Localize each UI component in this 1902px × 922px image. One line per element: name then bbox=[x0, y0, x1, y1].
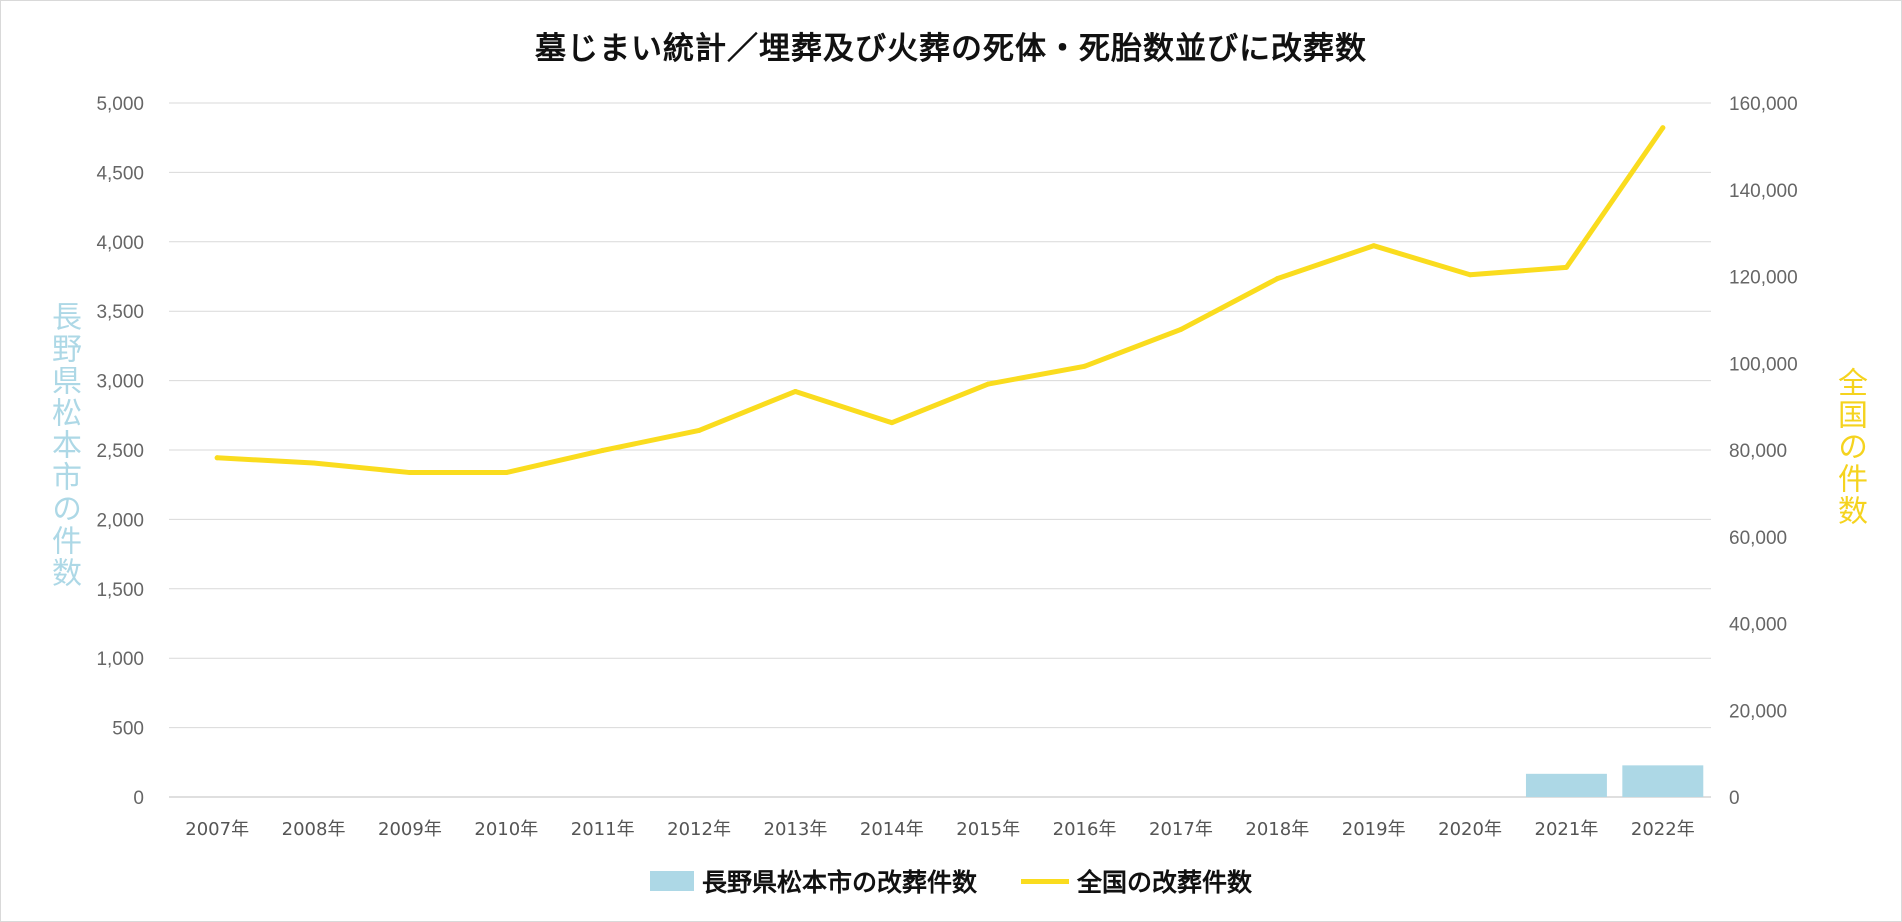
y-left-tick-label: 2,000 bbox=[96, 510, 144, 531]
bar bbox=[1525, 773, 1607, 797]
x-tick-label: 2010年 bbox=[474, 819, 538, 840]
line-point bbox=[503, 470, 509, 476]
line-point bbox=[792, 388, 798, 394]
y-right-tick-label: 60,000 bbox=[1729, 528, 1787, 549]
x-tick-label: 2017年 bbox=[1149, 819, 1213, 840]
line-point bbox=[1660, 125, 1666, 131]
x-tick-label: 2019年 bbox=[1342, 819, 1406, 840]
y-left-tick-label: 4,500 bbox=[96, 163, 144, 184]
line-point bbox=[1563, 264, 1569, 270]
line-point bbox=[1371, 243, 1377, 249]
line-point bbox=[696, 427, 702, 433]
y-right-tick-label: 40,000 bbox=[1729, 615, 1787, 636]
y-right-tick-label: 160,000 bbox=[1729, 94, 1798, 115]
x-tick-label: 2008年 bbox=[282, 819, 346, 840]
y-right-tick-label: 0 bbox=[1729, 788, 1740, 809]
y-right-tick-label: 140,000 bbox=[1729, 181, 1798, 202]
line-point bbox=[1178, 326, 1184, 332]
legend-swatch-bar bbox=[649, 871, 694, 891]
x-tick-label: 2012年 bbox=[667, 819, 731, 840]
legend-swatch-line bbox=[1021, 878, 1069, 884]
chart-legend: 長野県松本市の改葬件数 全国の改葬件数 bbox=[1, 863, 1901, 899]
bar bbox=[1622, 765, 1704, 797]
legend-item-matsumoto: 長野県松本市の改葬件数 bbox=[649, 863, 977, 899]
line-point bbox=[311, 460, 317, 466]
chart-title: 墓じまい統計／埋葬及び火葬の死体・死胎数並びに改葬数 bbox=[535, 31, 1367, 67]
line-point bbox=[214, 455, 220, 461]
x-tick-label: 2021年 bbox=[1535, 819, 1599, 840]
x-tick-label: 2007年 bbox=[185, 819, 249, 840]
y-left-tick-label: 4,000 bbox=[96, 233, 144, 254]
legend-label-national: 全国の改葬件数 bbox=[1077, 868, 1253, 897]
line-point bbox=[600, 447, 606, 453]
line-point bbox=[985, 381, 991, 387]
y-left-tick-label: 1,000 bbox=[96, 649, 144, 670]
legend-label-matsumoto: 長野県松本市の改葬件数 bbox=[701, 868, 977, 897]
y-left-tick-label: 2,500 bbox=[96, 441, 144, 462]
x-tick-label: 2009年 bbox=[378, 819, 442, 840]
y-axis-left-title: 長野県松本市の件数 bbox=[46, 301, 81, 589]
series-line-national bbox=[214, 125, 1666, 476]
x-tick-label: 2022年 bbox=[1631, 819, 1695, 840]
y-left-tick-label: 3,500 bbox=[96, 302, 144, 323]
y-left-tick-label: 1,500 bbox=[96, 580, 144, 601]
line-point bbox=[1274, 276, 1280, 282]
x-tick-label: 2014年 bbox=[860, 819, 924, 840]
y-right-tick-label: 80,000 bbox=[1729, 441, 1787, 462]
x-tick-label: 2011年 bbox=[571, 819, 635, 840]
x-tick-label: 2016年 bbox=[1053, 819, 1117, 840]
line-point bbox=[1467, 272, 1473, 278]
y-right-tick-label: 100,000 bbox=[1729, 354, 1798, 375]
x-tick-label: 2015年 bbox=[956, 819, 1020, 840]
y-left-tick-label: 5,000 bbox=[96, 94, 144, 115]
y-left-tick-label: 500 bbox=[112, 719, 144, 740]
x-tick-label: 2020年 bbox=[1438, 819, 1502, 840]
y-left-tick-label: 3,000 bbox=[96, 372, 144, 393]
y-left-tick-label: 0 bbox=[133, 788, 144, 809]
x-tick-label: 2018年 bbox=[1245, 819, 1309, 840]
y-axis-right-title: 全国の件数 bbox=[1832, 367, 1867, 527]
y-right-tick-label: 120,000 bbox=[1729, 268, 1798, 289]
line-point bbox=[407, 470, 413, 476]
x-tick-label: 2013年 bbox=[764, 819, 828, 840]
y-right-tick-label: 20,000 bbox=[1729, 701, 1787, 722]
legend-item-national: 全国の改葬件数 bbox=[1021, 863, 1252, 899]
line-point bbox=[889, 420, 895, 426]
line-point bbox=[1082, 363, 1088, 369]
